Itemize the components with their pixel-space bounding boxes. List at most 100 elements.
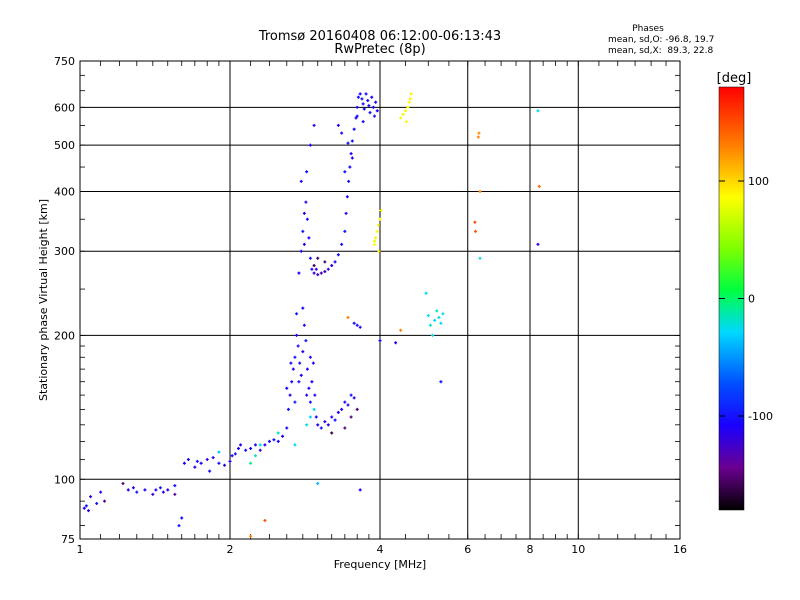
data-point-o: [349, 393, 353, 397]
data-point-o: [186, 457, 190, 461]
x-tick-label: 4: [377, 543, 384, 556]
data-point-o: [228, 459, 232, 463]
data-point-o: [193, 465, 197, 469]
data-point-o: [316, 423, 320, 427]
colorbar-label: [deg]: [717, 71, 752, 86]
data-point-x: [399, 328, 403, 332]
data-point-x: [407, 100, 411, 104]
data-point-x: [408, 97, 412, 101]
data-point-o: [355, 114, 359, 118]
data-point-o: [362, 107, 366, 111]
x-tick-label: 6: [464, 543, 471, 556]
data-point-o: [195, 459, 199, 463]
data-point-o: [336, 410, 340, 414]
data-point-o: [161, 490, 165, 494]
data-point-o: [346, 141, 350, 145]
data-point-o: [439, 380, 443, 384]
data-point-o: [308, 143, 312, 147]
y-tick-label: 200: [54, 329, 75, 342]
data-point-mixed: [428, 323, 432, 327]
data-point-mixed: [426, 314, 430, 318]
data-point-o: [304, 339, 308, 343]
data-point-mixed: [441, 312, 445, 316]
data-point-mixed: [217, 450, 221, 454]
data-point-o: [298, 361, 302, 365]
data-point-o: [307, 386, 311, 390]
data-point-o: [297, 380, 301, 384]
data-point-o: [373, 114, 377, 118]
data-point-o: [295, 333, 299, 337]
chart-title: Tromsø 20160408 06:12:00-06:13:43: [258, 29, 501, 44]
data-point-o: [358, 92, 362, 96]
colorbar-tick-label: 100: [748, 175, 769, 188]
data-point-o: [199, 461, 203, 465]
y-tick-label: 600: [54, 101, 75, 114]
data-point-o: [340, 407, 344, 411]
data-point-o: [308, 400, 312, 404]
data-point-o: [84, 504, 88, 508]
data-point-o: [314, 415, 318, 419]
data-point-o: [295, 312, 299, 316]
data-point-o: [281, 434, 285, 438]
data-point-o: [151, 492, 155, 496]
data-point-o: [340, 131, 344, 135]
data-point-o: [355, 105, 359, 109]
data-point-o: [349, 152, 353, 156]
data-point-o: [296, 344, 300, 348]
data-point-o: [308, 256, 312, 260]
data-point-o: [319, 426, 323, 430]
data-point-o: [352, 396, 356, 400]
data-point-o: [293, 400, 297, 404]
data-point-o: [99, 490, 103, 494]
data-point-mixed: [173, 492, 177, 496]
data-point-o: [340, 242, 344, 246]
data-point-o: [217, 461, 221, 465]
data-point-o: [276, 439, 280, 443]
data-point-mixed: [316, 256, 320, 260]
data-point-o: [180, 516, 184, 520]
data-point-x: [473, 220, 477, 224]
data-point-mixed: [305, 423, 309, 427]
data-point-o: [330, 264, 334, 268]
data-point-x: [378, 217, 382, 221]
data-point-o: [299, 179, 303, 183]
phases-o-stats: mean, sd,O: -96.8, 19.7: [608, 35, 714, 45]
data-point-o: [223, 463, 227, 467]
data-point-o: [211, 456, 215, 460]
data-point-x: [401, 112, 405, 116]
data-point-o: [310, 267, 314, 271]
data-point-o: [333, 260, 337, 264]
colorbar-tick-label: 0: [748, 293, 755, 306]
data-point-o: [368, 111, 372, 115]
data-point-o: [350, 139, 354, 143]
data-point-o: [375, 109, 379, 113]
data-point-mixed: [433, 318, 437, 322]
data-point-o: [239, 443, 243, 447]
data-point-o: [333, 418, 337, 422]
x-tick-label: 1: [77, 543, 84, 556]
data-point-mixed: [439, 321, 443, 325]
data-point-o: [361, 120, 365, 124]
data-point-o: [302, 323, 306, 327]
data-point-o: [307, 236, 311, 240]
data-point-o: [343, 170, 347, 174]
x-tick-label: 2: [227, 543, 234, 556]
data-point-o: [305, 367, 309, 371]
data-point-o: [336, 123, 340, 127]
data-point-mixed: [435, 309, 439, 313]
data-point-mixed: [478, 256, 482, 260]
data-point-o: [205, 457, 209, 461]
data-point-o: [344, 211, 348, 215]
data-point-o: [312, 271, 316, 275]
data-point-mixed: [312, 264, 316, 268]
data-point-x: [537, 184, 541, 188]
x-tick-label: 8: [527, 543, 534, 556]
data-point-o: [316, 273, 320, 277]
data-point-x: [373, 242, 377, 246]
data-point-o: [158, 486, 162, 490]
data-point-x: [403, 109, 407, 113]
data-point-o: [253, 443, 257, 447]
data-point-x: [374, 236, 378, 240]
data-point-o: [230, 454, 234, 458]
